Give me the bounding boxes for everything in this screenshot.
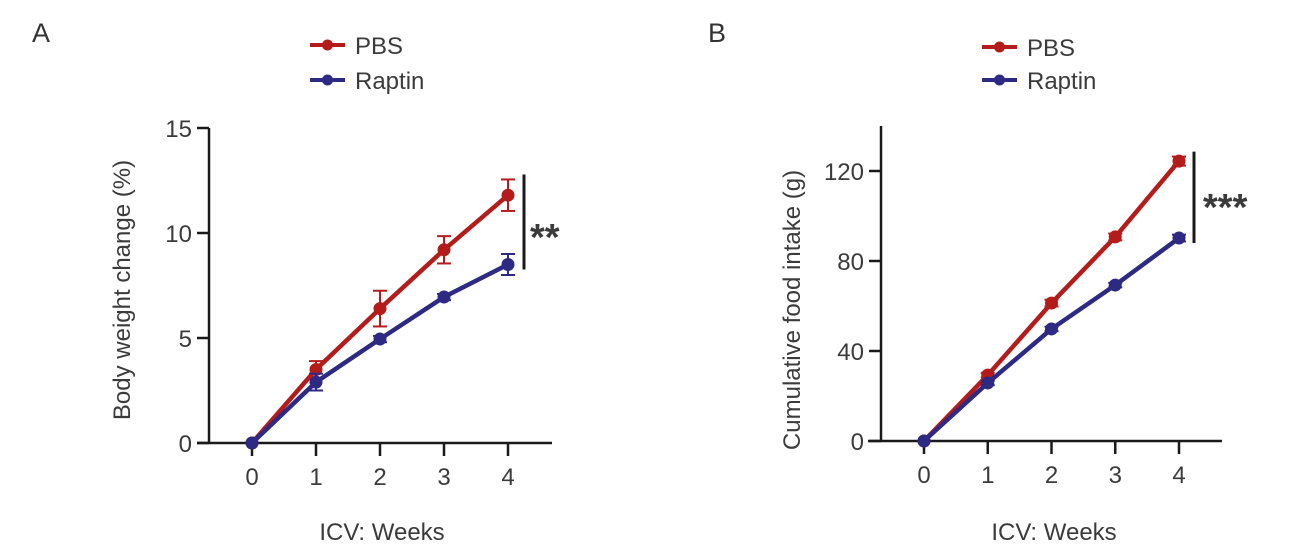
x-tick-label-a: 2	[373, 464, 386, 491]
y-tick-label-a: 0	[179, 431, 192, 458]
y-tick-label-b: 40	[837, 339, 864, 366]
series-layer-b	[917, 154, 1186, 448]
x-tick-label-b: 1	[981, 462, 994, 489]
axes-a: 0 5 10 15 0 1 2 3 4	[165, 116, 552, 491]
legend-b: PBS Raptin	[982, 35, 1096, 95]
y-tick-label-b: 80	[837, 249, 864, 276]
panel-letter-a: A	[32, 18, 50, 48]
data-point-pbs-a	[437, 243, 451, 257]
significance-label-a: **	[530, 217, 560, 259]
panel-a: A PBS Raptin 0 5 10 15 0 1 2 3 4 ICV: Weeks Body …	[32, 18, 560, 546]
data-point-raptin-a	[373, 332, 387, 346]
y-axis-title-b: Cumulative food intake (g)	[779, 170, 806, 450]
y-tick-label-b: 120	[824, 159, 864, 186]
data-point-raptin-a	[501, 258, 515, 271]
data-point-raptin-b	[1172, 231, 1186, 245]
data-point-raptin-a	[245, 436, 259, 450]
legend-item-raptin-a: Raptin	[310, 68, 424, 95]
y-tick-label-a: 5	[179, 326, 192, 353]
data-point-pbs-b	[1108, 230, 1122, 244]
legend-a: PBS Raptin	[310, 33, 424, 95]
y-axis-title-a: Body weight change (%)	[109, 160, 136, 420]
legend-item-raptin-b: Raptin	[982, 68, 1096, 95]
legend-swatch-marker	[322, 74, 333, 86]
legend-label-pbs: PBS	[1027, 35, 1075, 62]
x-tick-label-a: 1	[309, 464, 322, 491]
data-point-pbs-a	[501, 188, 515, 202]
y-tick-label-a: 10	[165, 221, 192, 248]
y-tick-label-a: 15	[165, 116, 192, 143]
x-tick-label-a: 0	[245, 464, 258, 491]
legend-label-raptin: Raptin	[1027, 68, 1096, 95]
panel-b: B PBS Raptin 0 40 80 120 0 1 2 3 4 ICV: Weeks Cum…	[708, 18, 1248, 546]
data-point-raptin-a	[309, 375, 323, 389]
data-point-raptin-b	[1108, 278, 1122, 292]
x-tick-label-b: 0	[917, 462, 930, 489]
legend-label-pbs: PBS	[355, 33, 403, 60]
significance-label-b: ***	[1203, 187, 1248, 229]
legend-swatch-marker	[322, 39, 333, 51]
data-point-raptin-b	[981, 376, 995, 390]
legend-swatch-marker	[994, 74, 1005, 86]
x-axis-title-a: ICV: Weeks	[319, 519, 444, 546]
data-point-raptin-a	[437, 290, 451, 304]
x-tick-label-b: 2	[1045, 462, 1058, 489]
x-tick-label-b: 4	[1172, 462, 1185, 489]
data-point-raptin-b	[1045, 322, 1058, 336]
x-tick-label-b: 3	[1109, 462, 1122, 489]
legend-swatch-marker	[994, 41, 1005, 53]
data-point-pbs-b	[1045, 296, 1058, 310]
y-tick-label-b: 0	[851, 429, 864, 456]
x-tick-label-a: 4	[501, 464, 514, 491]
legend-label-raptin: Raptin	[355, 68, 424, 95]
series-layer-a	[245, 178, 515, 450]
legend-item-pbs-b: PBS	[982, 35, 1075, 62]
x-tick-label-a: 3	[437, 464, 450, 491]
legend-item-pbs-a: PBS	[310, 33, 403, 60]
series-line-raptin-b	[922, 236, 1181, 443]
data-point-raptin-b	[917, 434, 931, 448]
x-axis-title-b: ICV: Weeks	[991, 519, 1116, 546]
panel-letter-b: B	[708, 18, 726, 48]
data-point-pbs-b	[1172, 154, 1186, 168]
data-point-pbs-a	[373, 302, 387, 316]
